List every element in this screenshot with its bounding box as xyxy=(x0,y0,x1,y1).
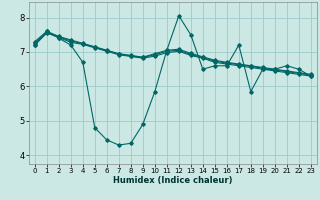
X-axis label: Humidex (Indice chaleur): Humidex (Indice chaleur) xyxy=(113,176,233,185)
